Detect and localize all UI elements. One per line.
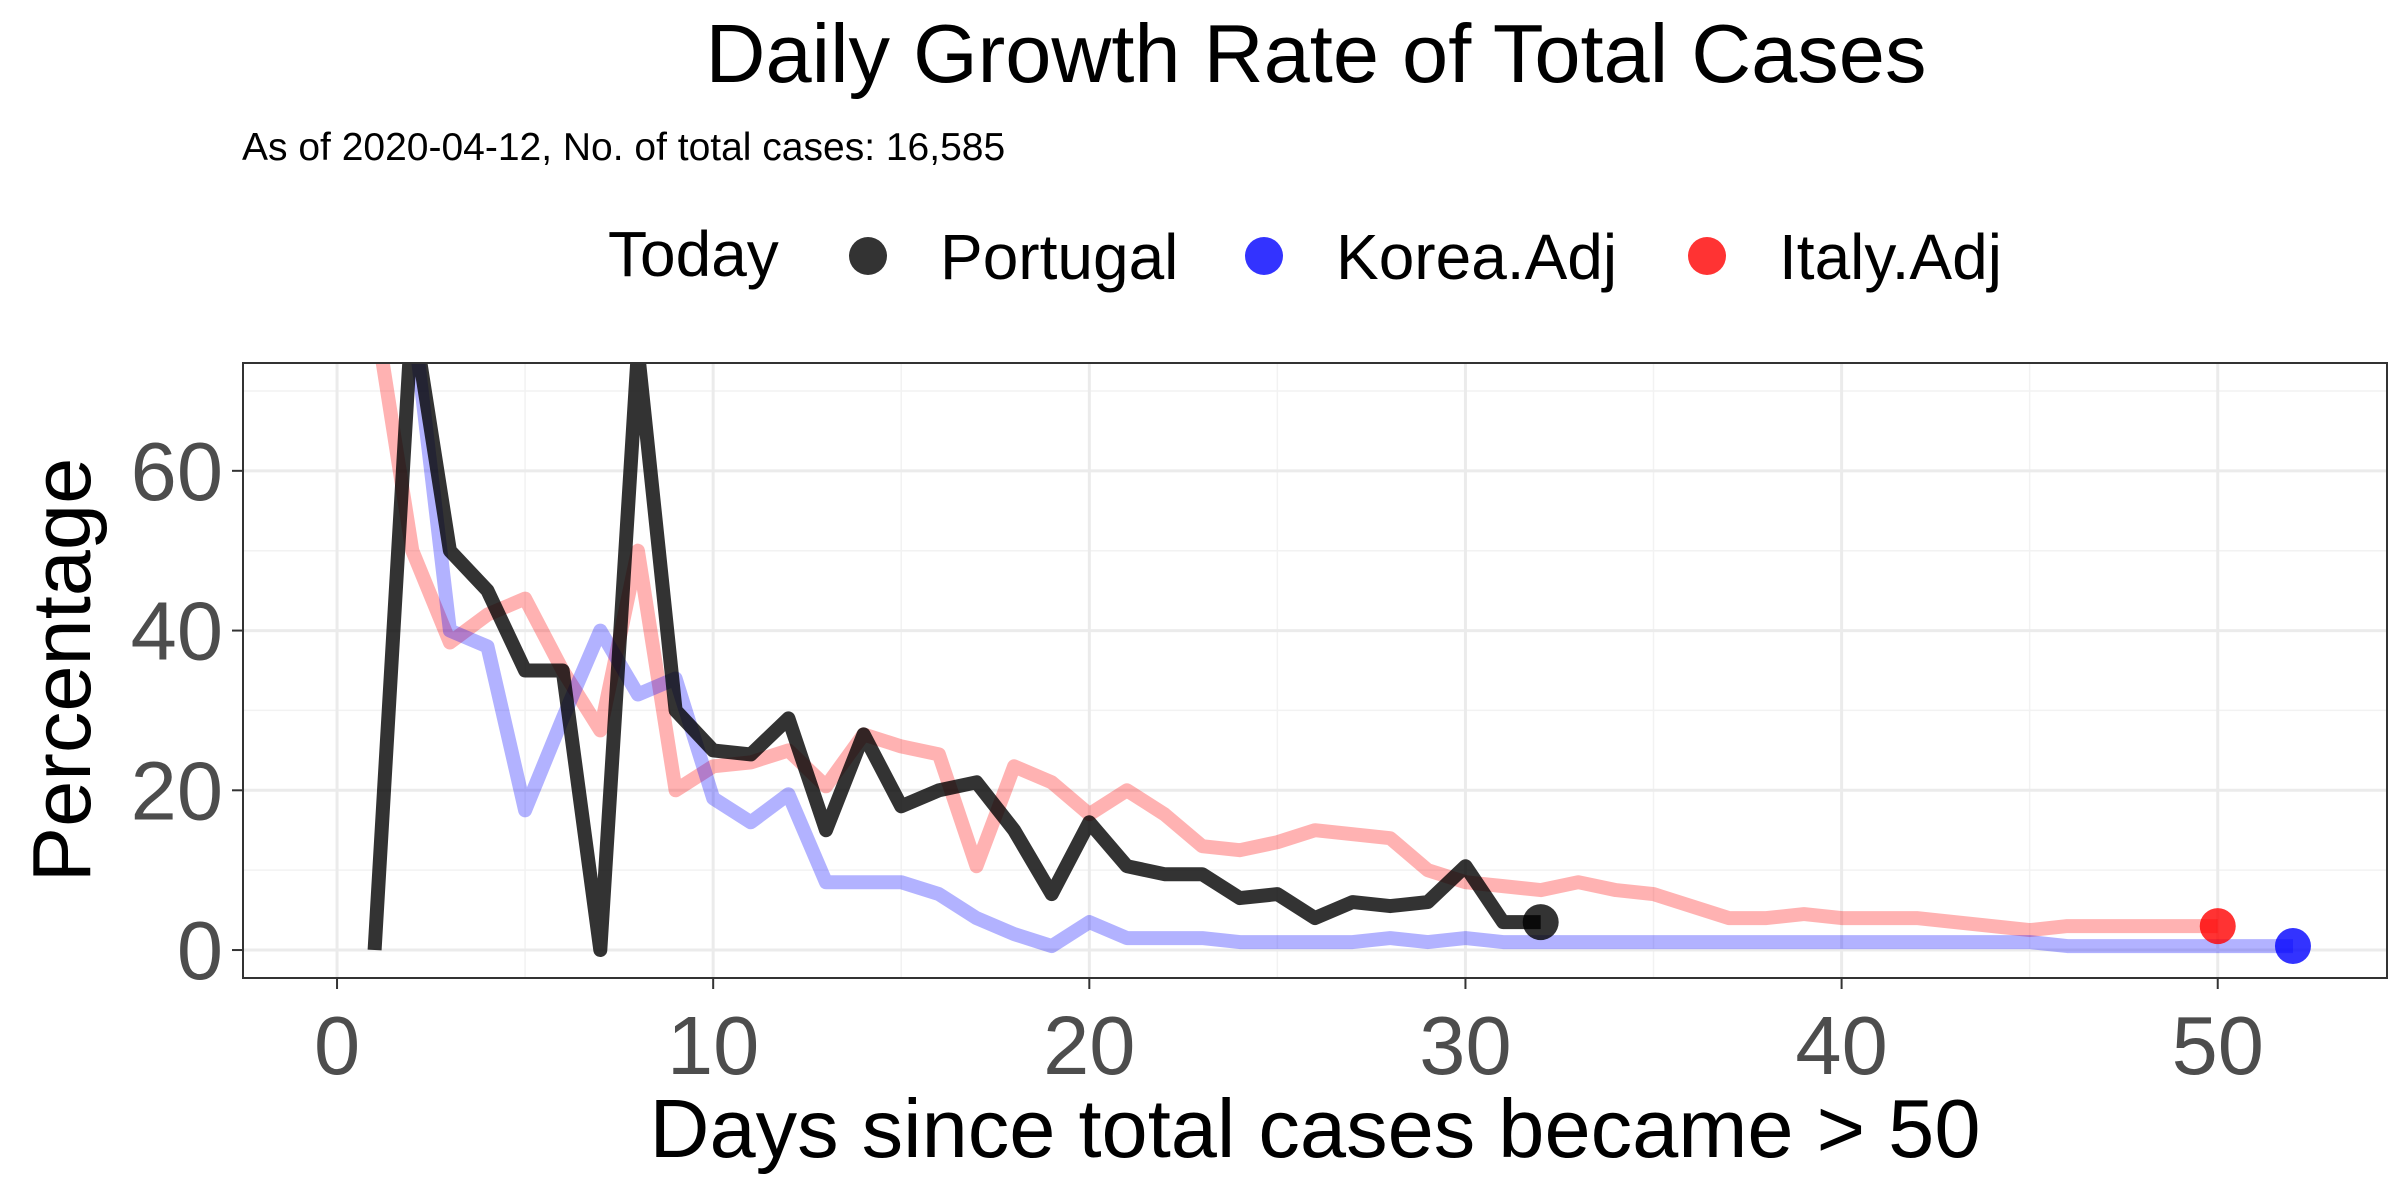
legend-key-portugal bbox=[849, 237, 887, 275]
chart-subtitle: As of 2020-04-12, No. of total cases: 16… bbox=[242, 126, 1005, 169]
series-lines-group bbox=[367, 363, 2293, 957]
legend-label-korea-adj: Korea.Adj bbox=[1336, 221, 1617, 293]
legend: Today Portugal Korea.Adj Italy.Adj bbox=[608, 218, 2002, 293]
x-tick-label: 20 bbox=[1043, 999, 1135, 1092]
legend-title: Today bbox=[608, 218, 779, 290]
series-layer bbox=[367, 363, 2311, 965]
legend-key-korea-adj bbox=[1245, 237, 1283, 275]
series-line-italy-adj bbox=[375, 363, 2218, 938]
chart-title: Daily Growth Rate of Total Cases bbox=[706, 7, 1927, 100]
y-tick-label: 40 bbox=[131, 585, 223, 678]
series-endpoint-korea-adj bbox=[2274, 928, 2311, 965]
series-endpoint-portugal bbox=[1522, 904, 1559, 941]
series-endpoint-italy-adj bbox=[2199, 908, 2236, 945]
x-tick-label: 30 bbox=[1419, 999, 1511, 1092]
y-tick-label: 0 bbox=[177, 904, 223, 997]
x-axis-label: Days since total cases became > 50 bbox=[650, 1082, 1981, 1175]
legend-items: Portugal Korea.Adj Italy.Adj bbox=[849, 221, 2002, 293]
grid-lines bbox=[243, 363, 2387, 978]
series-line-portugal bbox=[367, 363, 1541, 957]
y-tick-label: 20 bbox=[131, 744, 223, 837]
x-tick-label: 10 bbox=[667, 999, 759, 1092]
legend-label-italy-adj: Italy.Adj bbox=[1779, 221, 2002, 293]
legend-label-portugal: Portugal bbox=[940, 221, 1178, 293]
x-tick-label: 50 bbox=[2172, 999, 2264, 1092]
y-tick-label: 60 bbox=[131, 425, 223, 518]
x-tick-label: 0 bbox=[314, 999, 360, 1092]
y-axis-label: Percentage bbox=[15, 458, 108, 883]
legend-key-italy-adj bbox=[1688, 237, 1726, 275]
y-axis: 0 20 40 60 bbox=[131, 425, 243, 997]
x-axis: 0 10 20 30 40 50 bbox=[314, 978, 2264, 1092]
x-tick-label: 40 bbox=[1795, 999, 1887, 1092]
plot-panel-border bbox=[242, 362, 2388, 979]
